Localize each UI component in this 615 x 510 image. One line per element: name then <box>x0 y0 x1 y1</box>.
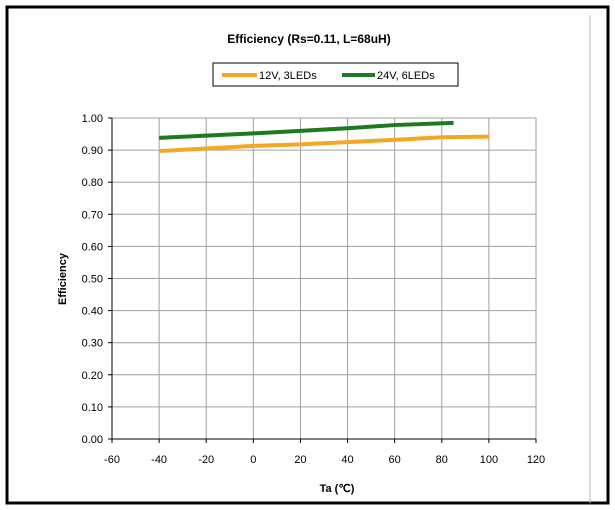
x-tick-label: -60 <box>104 454 120 466</box>
x-tick-label: 100 <box>480 454 498 466</box>
y-tick-label: 0.90 <box>82 145 103 157</box>
plot-area: -60 -40 -20 0 20 40 60 80 100 120 0.00 0.10 0.20 0.30… <box>82 113 546 466</box>
series-line-24v-6leds <box>159 120 454 140</box>
legend-label-12v: 12V, 3LEDs <box>259 70 317 82</box>
x-axis-title: Ta (℃) <box>320 483 355 495</box>
legend-label-24v: 24V, 6LEDs <box>377 70 435 82</box>
y-tick-label: 0.40 <box>82 306 103 318</box>
x-tick-label: 120 <box>527 454 545 466</box>
x-tick-label: 60 <box>389 454 401 466</box>
x-tick-label: 0 <box>250 454 256 466</box>
y-tick-label: 0.00 <box>82 434 103 446</box>
series-line-12v-3leds <box>159 134 489 154</box>
legend: 12V, 3LEDs 24V, 6LEDs <box>212 62 459 87</box>
y-tick-label: 0.30 <box>82 338 103 350</box>
x-tick-label: 40 <box>341 454 353 466</box>
y-axis-title: Efficiency <box>57 252 69 305</box>
y-tick-label: 1.00 <box>82 113 103 125</box>
x-tick-label: 80 <box>436 454 448 466</box>
y-tick-label: 0.50 <box>82 274 103 286</box>
x-tick-label: -40 <box>151 454 167 466</box>
x-tick-label: 20 <box>294 454 306 466</box>
y-tick-label: 0.80 <box>82 177 103 189</box>
x-tick-label: -20 <box>198 454 214 466</box>
chart-title: Efficiency (Rs=0.11, L=68uH) <box>227 32 390 46</box>
y-tick-label: 0.70 <box>82 209 103 221</box>
chart-border <box>5 5 610 505</box>
legend-box <box>212 62 459 87</box>
y-tick-label: 0.60 <box>82 241 103 253</box>
y-tick-label: 0.10 <box>82 402 103 414</box>
y-tick-label: 0.20 <box>82 370 103 382</box>
